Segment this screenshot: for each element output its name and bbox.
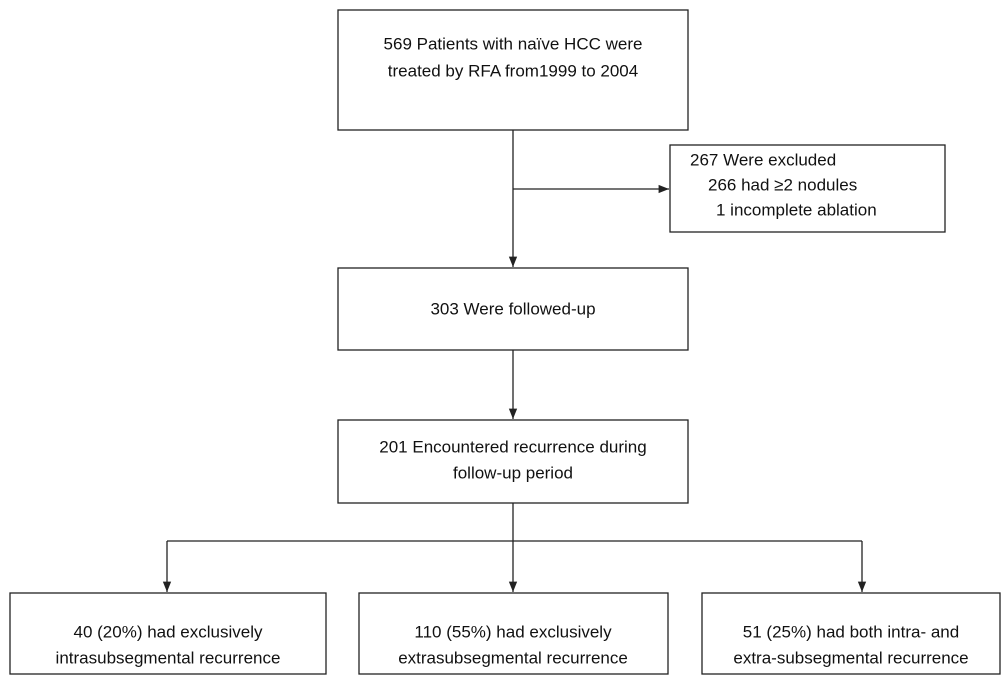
node-box [337, 9, 689, 131]
node-text: 40 (20%) had exclusively [74, 622, 263, 641]
node-text: follow-up period [453, 463, 573, 482]
node-box [9, 592, 327, 675]
node-box [358, 592, 669, 675]
node-box [337, 419, 689, 504]
node-text: 201 Encountered recurrence during [379, 437, 646, 456]
node-box [701, 592, 1001, 675]
node-text: 110 (55%) had exclusively [414, 622, 612, 641]
node-text: 1 incomplete ablation [716, 200, 877, 219]
node-box [669, 144, 946, 233]
node-text: extrasubsegmental recurrence [398, 648, 628, 667]
node-box [337, 267, 689, 351]
node-text: 266 had ≥2 nodules [708, 175, 857, 194]
node-text: 303 Were followed-up [430, 299, 595, 318]
node-text: intrasubsegmental recurrence [56, 648, 281, 667]
node-text: extra-subsegmental recurrence [733, 648, 968, 667]
node-text: 267 Were excluded [690, 150, 836, 169]
node-text: 569 Patients with naïve HCC were [384, 34, 643, 53]
node-text: 51 (25%) had both intra- and [743, 622, 959, 641]
node-text: treated by RFA from1999 to 2004 [388, 61, 638, 80]
